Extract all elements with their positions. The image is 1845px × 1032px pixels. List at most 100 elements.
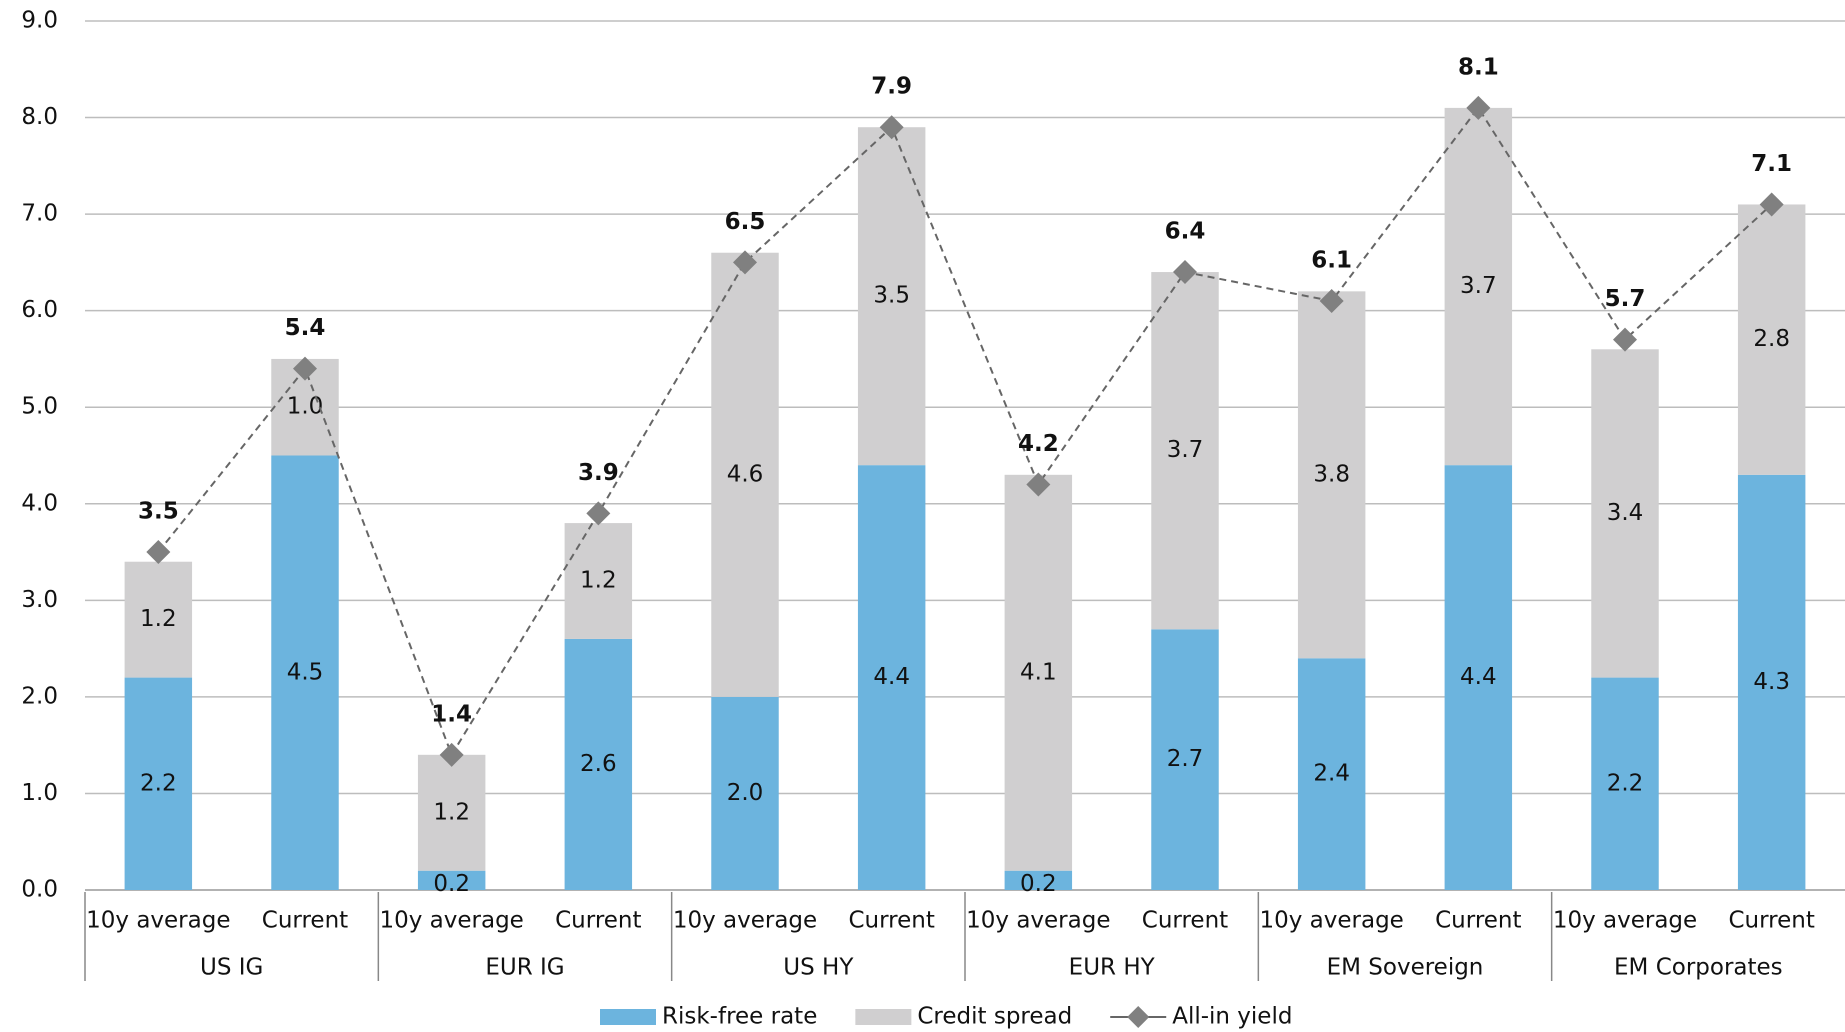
group-label: US IG [200, 955, 263, 981]
x-tick-label: Current [848, 908, 934, 934]
y-tick-label: 5.0 [21, 394, 58, 420]
data-label: 3.4 [1607, 500, 1644, 526]
x-tick-label: 10y average [379, 908, 523, 934]
y-tick-label: 4.0 [21, 490, 58, 516]
bar-segment [1004, 474, 1073, 871]
data-label: 5.7 [1605, 286, 1646, 312]
marker [1026, 472, 1051, 497]
group-label: EUR HY [1069, 955, 1156, 981]
data-label: 2.7 [1167, 746, 1204, 772]
x-tick-label: 10y average [673, 908, 817, 934]
marker [586, 501, 611, 526]
bar-segment [711, 696, 779, 890]
bar-segment [124, 561, 193, 678]
bar-segment [1151, 629, 1219, 890]
bar-segment [1591, 349, 1659, 678]
data-label: 4.4 [873, 664, 910, 690]
data-label: 3.7 [1167, 437, 1204, 463]
legend-swatch [855, 1009, 912, 1025]
marker [439, 742, 464, 767]
bar-segment [564, 523, 633, 639]
data-label: 2.2 [1607, 770, 1644, 796]
data-label: 6.4 [1165, 219, 1206, 245]
group-label: EM Corporates [1614, 955, 1783, 981]
bar-segment [1297, 291, 1366, 659]
bar-segment [857, 465, 926, 890]
data-label: 0.2 [1020, 871, 1057, 897]
data-label: 6.5 [725, 209, 766, 235]
marker [146, 540, 171, 565]
data-label: 3.9 [578, 460, 619, 486]
bar-segment [1151, 272, 1219, 630]
data-label: 6.1 [1311, 248, 1352, 274]
x-tick-label: Current [1142, 908, 1228, 934]
marker [1173, 260, 1197, 285]
marker [733, 250, 757, 275]
data-label: 3.8 [1313, 461, 1350, 487]
y-tick-label: 7.0 [21, 201, 58, 227]
group-label: US HY [783, 955, 854, 981]
data-label: 2.6 [580, 751, 617, 777]
legend-swatch [600, 1009, 656, 1025]
data-label: 5.4 [285, 315, 326, 341]
marker [879, 115, 904, 140]
x-tick-label: 10y average [966, 908, 1110, 934]
bar-segment [564, 638, 633, 890]
data-label: 3.5 [138, 499, 179, 525]
marker [1466, 95, 1491, 120]
marker [1759, 192, 1784, 217]
bar-segment [1737, 474, 1806, 890]
bar-segment [1737, 204, 1806, 475]
legend-label: Credit spread [917, 1004, 1072, 1030]
bar-segment [1297, 658, 1366, 890]
data-label: 1.2 [580, 568, 617, 594]
data-label: 4.2 [1018, 431, 1059, 457]
x-tick-label: 10y average [86, 908, 230, 934]
bar-segment [417, 870, 486, 890]
x-tick-label: 10y average [1259, 908, 1403, 934]
data-label: 7.1 [1751, 151, 1792, 177]
data-label: 4.5 [287, 659, 324, 685]
marker [293, 356, 317, 381]
x-tick-label: Current [1435, 908, 1521, 934]
data-label: 2.8 [1753, 326, 1790, 352]
bar-segment [124, 677, 193, 890]
data-label: 7.9 [871, 74, 912, 100]
x-tick-label: Current [555, 908, 641, 934]
x-tick-label: 10y average [1553, 908, 1697, 934]
bar-segment [1591, 677, 1659, 890]
legend-marker [1127, 1006, 1150, 1028]
data-label: 3.7 [1460, 273, 1497, 299]
group-label: EUR IG [485, 955, 564, 981]
data-label: 3.5 [873, 283, 910, 309]
legend-label: Risk-free rate [662, 1004, 817, 1030]
legend-label: All-in yield [1172, 1004, 1292, 1030]
y-tick-label: 3.0 [21, 587, 58, 613]
y-tick-label: 1.0 [21, 780, 58, 806]
marker [1613, 327, 1637, 352]
bar-segment [271, 455, 339, 890]
bar-segment [1004, 870, 1073, 890]
data-label: 1.2 [140, 606, 177, 632]
y-tick-label: 0.0 [21, 877, 58, 903]
data-label: 2.0 [727, 780, 764, 806]
y-tick-label: 6.0 [21, 297, 58, 323]
data-label: 8.1 [1458, 54, 1499, 80]
data-label: 2.2 [140, 770, 177, 796]
bar-segment [1444, 107, 1513, 466]
bar-segment [711, 252, 779, 697]
data-label: 1.2 [433, 799, 470, 825]
y-tick-label: 8.0 [21, 104, 58, 130]
data-label: 2.4 [1313, 761, 1350, 787]
bar-segment [417, 754, 486, 871]
data-label: 4.6 [727, 461, 764, 487]
marker [1319, 289, 1344, 314]
y-tick-label: 9.0 [21, 8, 58, 34]
data-label: 0.2 [433, 871, 470, 897]
data-label: 4.3 [1753, 669, 1790, 695]
bar-segment [1444, 465, 1513, 890]
data-label: 4.4 [1460, 664, 1497, 690]
data-label: 1.4 [431, 701, 472, 727]
